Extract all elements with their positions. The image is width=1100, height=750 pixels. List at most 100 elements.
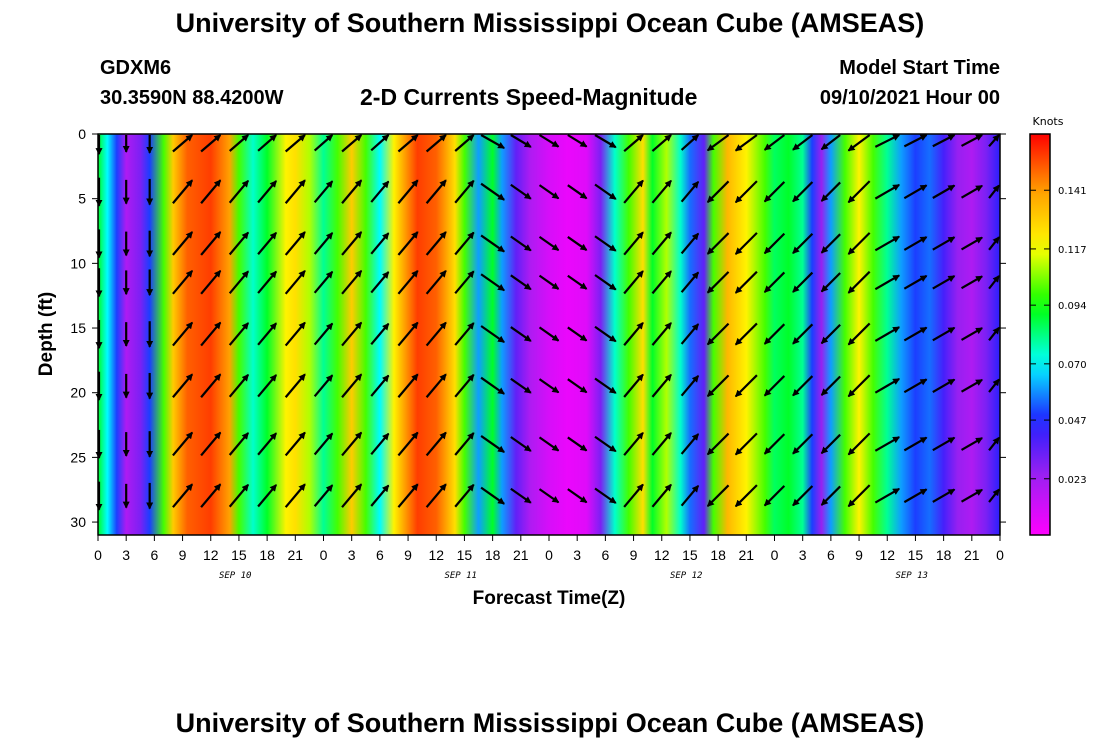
current-vector-arrow <box>341 321 363 347</box>
y-tick-label: 10 <box>70 255 86 271</box>
colorbar-tick-label: 0.047 <box>1058 416 1087 427</box>
current-vector-arrow <box>594 274 617 291</box>
current-vector-arrow <box>820 134 841 151</box>
current-vector-arrow <box>200 231 222 256</box>
current-vector-arrow <box>313 432 334 456</box>
current-vector-arrow <box>257 484 278 508</box>
current-vector-arrow <box>480 234 505 253</box>
current-vector-arrow <box>228 373 250 398</box>
current-vector-arrow <box>341 483 363 508</box>
current-vector-arrow <box>510 235 532 252</box>
date-label: SEP 10 <box>219 571 252 581</box>
current-vector-arrow <box>341 373 363 398</box>
x-tick-label: 3 <box>122 547 130 563</box>
current-vector-arrow <box>874 134 901 148</box>
model-start-label: Model Start Time <box>839 57 1000 79</box>
current-vector-arrow <box>680 323 700 345</box>
current-vector-arrow <box>313 374 334 398</box>
current-vector-arrow <box>651 322 672 346</box>
current-vector-arrow <box>961 134 983 147</box>
current-vector-arrow <box>623 373 644 398</box>
current-vector-arrow <box>172 483 194 508</box>
current-vector-arrow <box>874 235 901 252</box>
current-vector-arrow <box>397 483 419 508</box>
current-vector-arrow <box>200 270 222 295</box>
current-vector-arrow <box>480 325 505 343</box>
current-vector-arrow <box>903 236 928 251</box>
current-vector-arrow <box>370 134 390 152</box>
x-tick-label: 6 <box>827 547 835 563</box>
current-vector-arrow <box>480 273 505 292</box>
current-vector-arrow <box>903 488 928 504</box>
current-vector-arrow <box>903 184 928 200</box>
current-vector-arrow <box>538 235 560 252</box>
current-vector-arrow <box>425 373 447 398</box>
current-vector-arrow <box>228 134 249 152</box>
current-vector-arrow <box>370 374 390 397</box>
current-vector-arrow <box>200 179 222 204</box>
current-vector-arrow <box>480 182 505 201</box>
current-vector-arrow <box>454 483 475 508</box>
current-vector-arrow <box>706 432 730 456</box>
model-start-value: 09/10/2021 Hour 00 <box>819 87 1000 109</box>
current-vector-arrow <box>567 134 588 148</box>
current-vector-arrow <box>903 134 928 148</box>
current-vector-arrow <box>257 374 278 398</box>
x-tick-label: 6 <box>150 547 158 563</box>
x-tick-label: 3 <box>799 547 807 563</box>
current-vector-arrow <box>932 326 956 342</box>
current-vector-arrow <box>284 431 306 457</box>
current-vector-arrow <box>397 373 419 398</box>
current-vector-arrow <box>932 488 956 503</box>
x-tick-label: 0 <box>771 547 779 563</box>
current-vector-arrow <box>228 322 250 346</box>
current-vector-arrow <box>200 373 222 398</box>
current-vector-arrow <box>341 231 363 256</box>
current-vector-arrow <box>538 326 560 342</box>
current-vector-arrow <box>651 373 672 398</box>
current-vector-arrow <box>370 271 390 294</box>
current-vector-arrow <box>200 134 222 153</box>
current-vector-arrow <box>847 270 871 294</box>
current-vector-arrow <box>370 180 390 203</box>
current-vector-arrow <box>734 180 758 204</box>
current-vector-arrow <box>257 180 278 204</box>
current-vector-arrow <box>454 373 475 398</box>
current-vector-arrow <box>734 432 758 456</box>
current-vector-arrow <box>680 485 700 507</box>
date-label: SEP 11 <box>444 571 477 581</box>
current-vector-arrow <box>313 270 334 294</box>
current-vector-arrow <box>510 326 532 342</box>
x-tick-label: 18 <box>485 547 501 563</box>
current-vector-arrow <box>594 183 617 200</box>
current-vector-arrow <box>651 231 672 256</box>
current-vector-arrow <box>680 433 700 455</box>
current-vector-arrow <box>370 484 390 507</box>
current-vector-arrow <box>706 134 730 152</box>
current-vector-arrow <box>932 184 956 199</box>
x-tick-label: 3 <box>348 547 356 563</box>
current-vector-arrow <box>425 431 447 457</box>
current-vector-arrow <box>313 322 334 346</box>
current-vectors <box>95 134 1000 511</box>
x-tick-label: 21 <box>513 547 529 563</box>
current-vector-arrow <box>874 377 901 394</box>
colorbar-tick-label: 0.117 <box>1058 245 1087 256</box>
colorbar-tick-label: 0.070 <box>1058 360 1087 371</box>
x-tick-label: 21 <box>739 547 755 563</box>
x-tick-label: 18 <box>710 547 726 563</box>
current-vector-arrow <box>651 270 672 295</box>
x-tick-label: 15 <box>908 547 924 563</box>
current-vector-arrow <box>988 236 1000 251</box>
current-vector-arrow <box>763 134 785 151</box>
current-vector-arrow <box>397 231 419 256</box>
current-vector-arrow <box>510 274 532 291</box>
current-vector-arrow <box>792 485 814 507</box>
current-vector-arrow <box>257 231 278 255</box>
current-vector-arrow <box>680 134 700 151</box>
current-vector-arrow <box>538 184 560 200</box>
current-vector-arrow <box>792 271 814 293</box>
current-vector-arrow <box>763 232 786 255</box>
current-vector-arrow <box>454 322 475 346</box>
current-vector-arrow <box>820 272 841 293</box>
